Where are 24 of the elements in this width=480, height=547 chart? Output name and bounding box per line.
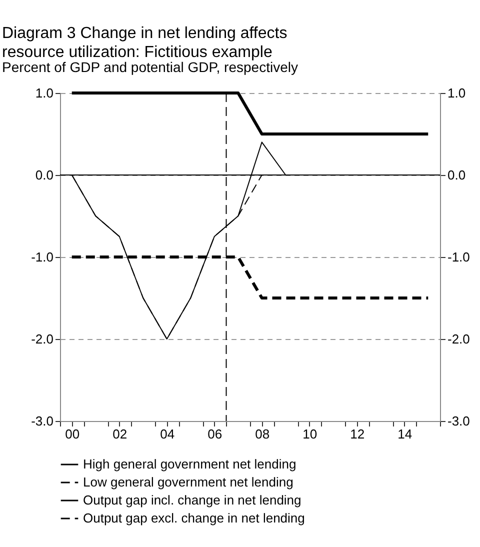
y-tick-label: 0.0 [35, 168, 54, 182]
y2-tick-label: -1.0 [448, 250, 470, 264]
x-tick-label: 04 [160, 426, 175, 442]
x-tick-label: 02 [112, 426, 128, 442]
y-tick-label: -3.0 [31, 414, 54, 428]
x-tick-label: 14 [398, 426, 412, 442]
y-tick-label: -2.0 [31, 332, 54, 346]
x-tick-label: 00 [65, 426, 80, 442]
y2-tick-label: 1.0 [448, 86, 466, 100]
x-tick-label: 06 [208, 426, 222, 442]
legend-label: Low general government net lending [83, 474, 294, 490]
legend-label: Output gap incl. change in net lending [83, 492, 302, 508]
y2-tick-label: 0.0 [448, 168, 466, 182]
y-tick-label: 1.0 [35, 86, 54, 100]
x-tick-label: 12 [350, 426, 365, 442]
chart-subtitle: Percent of GDP and potential GDP, respectively [2, 59, 298, 75]
chart-title: Diagram 3 Change in net lending affects resource utilization: Fictitious example [2, 25, 288, 61]
y2-tick-label: -3.0 [448, 414, 470, 428]
y-tick-label: -1.0 [31, 250, 54, 264]
legend-label: High general government net lending [83, 456, 296, 472]
x-tick-label: 08 [255, 426, 270, 442]
x-tick-label: 10 [302, 426, 318, 442]
y2-tick-label: -2.0 [448, 332, 470, 346]
legend-label: Output gap excl. change in net lending [83, 510, 305, 526]
